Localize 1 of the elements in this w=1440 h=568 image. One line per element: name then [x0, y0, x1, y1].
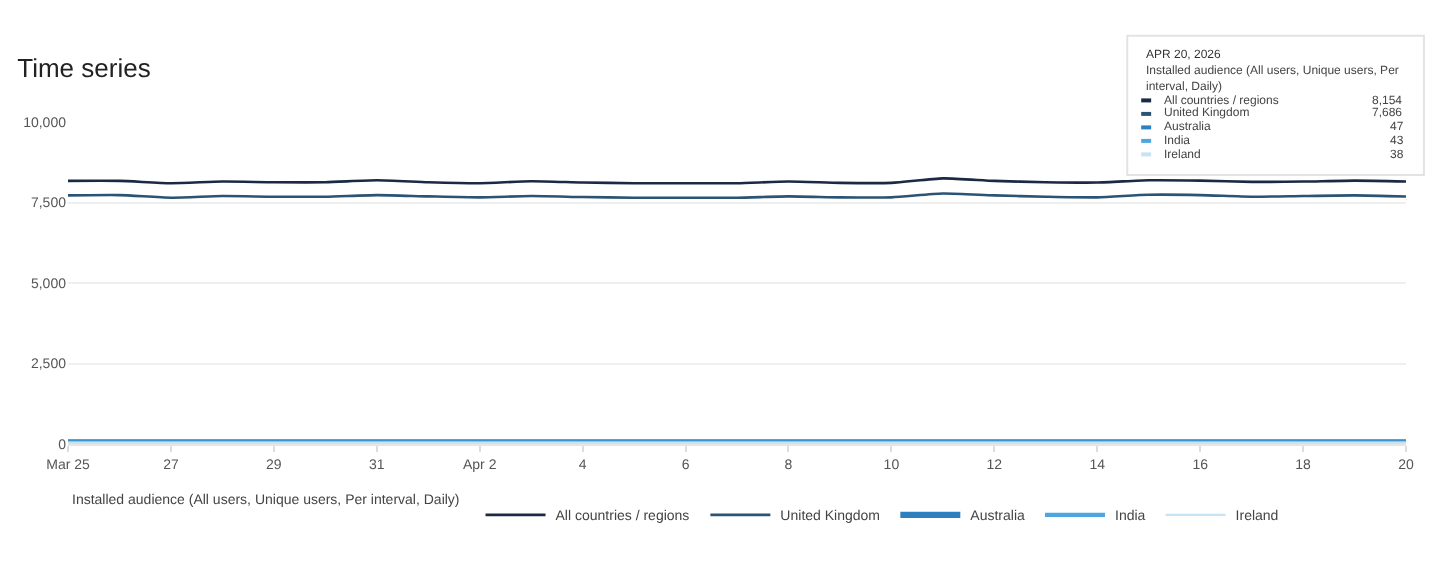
- chart-title: Time series: [17, 53, 152, 84]
